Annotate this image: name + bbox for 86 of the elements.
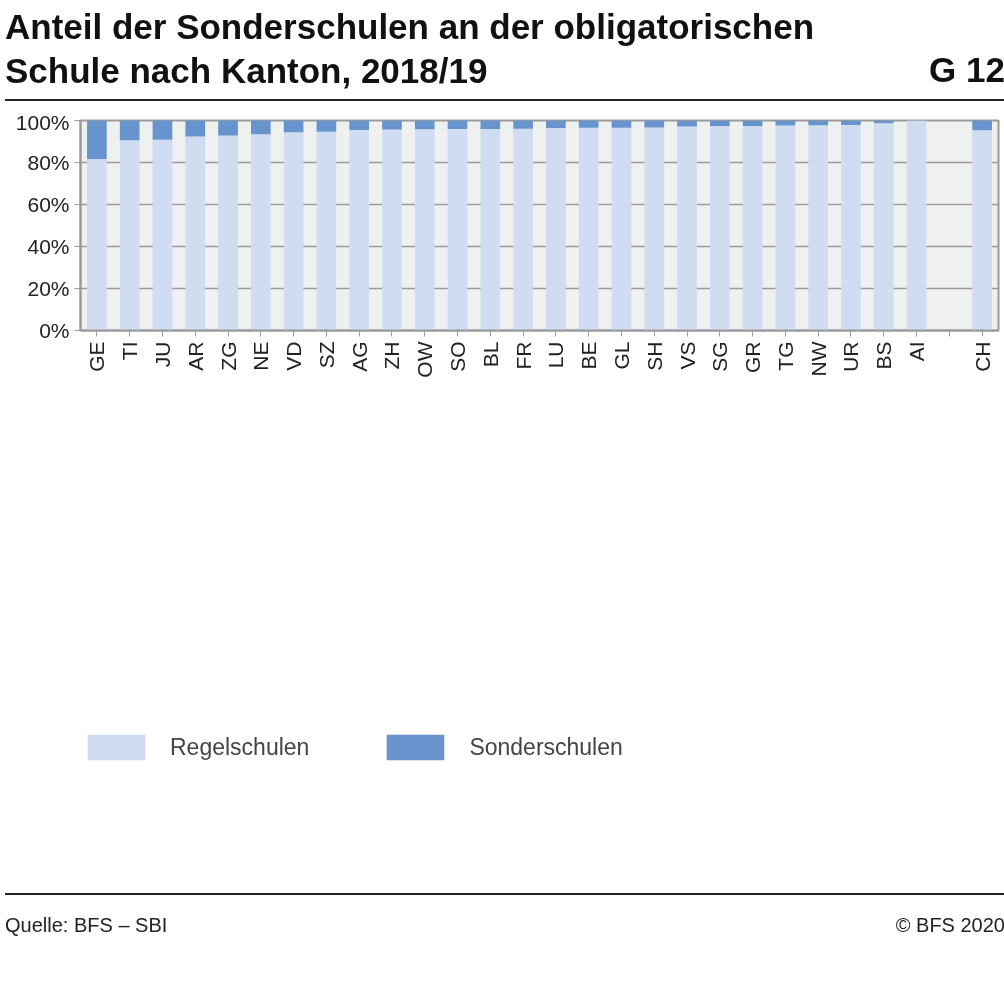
bar [250, 134, 271, 331]
x-tick-label: ZH [380, 341, 404, 370]
bar [513, 128, 533, 331]
bar [578, 120, 599, 128]
x-tick-label: SO [446, 341, 470, 372]
bar [185, 120, 206, 137]
x-tick-label: LU [544, 341, 568, 369]
text: © BFS 2020 [895, 913, 1004, 938]
bar [972, 120, 992, 131]
bar [316, 120, 337, 132]
bar [513, 120, 533, 129]
bar [349, 120, 370, 130]
y-tick-label: 80% [27, 151, 70, 174]
bar [611, 120, 632, 128]
bar [644, 127, 665, 331]
x-tick-label: SZ [314, 341, 338, 369]
chart-title: Anteil der Sonderschulen an der obligatorischen Schule nach Kanton, 2018/19 [5, 6, 816, 92]
x-tick-label: UR [839, 341, 863, 372]
bar [709, 120, 730, 126]
x-tick-label: NE [249, 341, 273, 371]
y-tick-label: 100% [15, 110, 70, 134]
x-tick-label: JU [150, 341, 174, 368]
y-tick-label: 60% [27, 193, 70, 216]
x-tick-label: CH [970, 341, 994, 372]
bar [873, 123, 894, 331]
bar [283, 132, 304, 331]
x-tick-label: AR [183, 341, 207, 371]
source-note: Quelle: BFS – SBI [5, 913, 168, 938]
bar [775, 120, 796, 126]
x-tick-label: SH [642, 341, 666, 371]
bar [742, 125, 763, 331]
y-tick-label: 20% [27, 277, 70, 300]
bar [775, 125, 796, 331]
bar [382, 120, 402, 130]
bar [119, 140, 140, 331]
bar [152, 120, 173, 140]
x-tick-label: ZG [216, 341, 240, 371]
bar [972, 130, 992, 331]
x-tick-label: TI [118, 341, 142, 361]
bar [218, 120, 238, 136]
bar [218, 135, 238, 331]
x-tick-label: GE [85, 341, 109, 372]
bar [185, 136, 206, 331]
bar [152, 139, 173, 331]
text: G 12 [929, 49, 1004, 91]
bar [87, 120, 107, 159]
bar [87, 158, 107, 331]
bar [414, 129, 435, 331]
x-tick-label: GR [741, 341, 765, 373]
bar [546, 128, 566, 331]
bar [480, 120, 501, 129]
x-tick-label: BS [872, 341, 896, 370]
bar [578, 127, 599, 331]
bar [316, 131, 337, 331]
x-tick-label: AI [905, 341, 929, 362]
x-tick-label: VS [675, 341, 699, 370]
x-tick-label: NW [806, 341, 830, 377]
x-tick-label: BL [478, 341, 502, 368]
bar [250, 120, 271, 135]
bar [611, 127, 632, 331]
bar [447, 120, 468, 130]
x-tick-label: AG [347, 341, 371, 372]
bar [906, 120, 927, 331]
x-tick-label: SG [708, 341, 732, 372]
bar [283, 120, 304, 133]
x-tick-label: OW [413, 341, 437, 378]
bar [677, 126, 697, 331]
x-tick-label: VD [282, 341, 306, 371]
x-tick-label: TG [773, 341, 797, 371]
x-tick-label: GL [609, 341, 633, 370]
bar [709, 125, 730, 331]
bar [480, 128, 501, 331]
bar [414, 120, 435, 130]
bar [119, 120, 140, 141]
bar [841, 125, 861, 331]
y-tick-label: 40% [27, 235, 70, 258]
y-tick-label: 0% [39, 319, 70, 342]
bar [382, 129, 402, 331]
bar [447, 129, 468, 331]
bar [808, 125, 829, 331]
legend-label: Regelschulen [170, 733, 310, 761]
bar [546, 120, 566, 129]
legend-label: Sonderschulen [469, 733, 623, 761]
bar [349, 129, 370, 331]
x-tick-label: BE [577, 341, 601, 370]
x-tick-label: FR [511, 341, 535, 370]
